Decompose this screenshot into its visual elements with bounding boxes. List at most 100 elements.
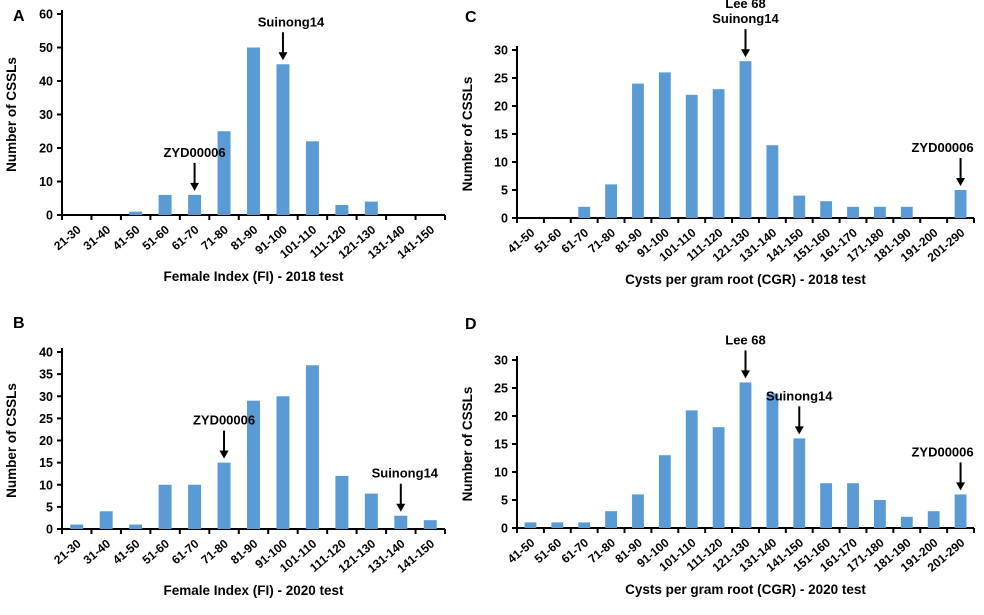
bar-101-110 bbox=[305, 141, 319, 215]
y-tick-label: 5 bbox=[46, 500, 53, 514]
x-axis-title: Female Index (FI) - 2018 test bbox=[163, 269, 344, 284]
bar-61-70 bbox=[578, 206, 591, 218]
x-tick-label: 71-80 bbox=[198, 222, 231, 253]
chart-c-cgr-2018: 05101520253041-5051-6061-7071-8081-9091-… bbox=[460, 0, 975, 287]
x-tick-label: 41-50 bbox=[110, 536, 143, 567]
y-tick-label: 0 bbox=[501, 212, 508, 226]
y-tick-label: 40 bbox=[39, 75, 53, 89]
y-axis-title: Number of CSSLs bbox=[4, 57, 19, 172]
bar-131-140 bbox=[766, 393, 779, 528]
x-tick-label: 31-40 bbox=[81, 222, 114, 253]
x-tick-label: 61-70 bbox=[559, 535, 592, 566]
x-tick-label: 51-60 bbox=[140, 222, 173, 253]
bar-91-100 bbox=[276, 396, 290, 529]
y-tick-label: 60 bbox=[39, 8, 53, 22]
bar-71-80 bbox=[605, 511, 618, 528]
panel-a: A 0 10 20 30 40 50 60 21-30 31-40 41-50 51-60 61-70… bbox=[0, 0, 460, 307]
x-tick-label: 31-40 bbox=[81, 536, 114, 567]
y-tick-label: 35 bbox=[39, 368, 53, 382]
y-tick-label: 15 bbox=[39, 456, 53, 470]
x-tick-label: 71-80 bbox=[198, 536, 231, 567]
x-tick-label: 21-30 bbox=[51, 536, 84, 567]
bar-201-290 bbox=[954, 190, 967, 218]
bar-71-80 bbox=[217, 462, 231, 529]
y-axis-title: Number of CSSLs bbox=[460, 77, 475, 192]
bar-41-50 bbox=[129, 524, 143, 529]
annotation-arrow-head bbox=[741, 49, 750, 58]
bar-21-30 bbox=[70, 524, 84, 529]
annotation-label: ZYD00006 bbox=[163, 145, 225, 160]
y-tick-label: 25 bbox=[494, 72, 508, 86]
annotation-label: Suinong14 bbox=[258, 14, 325, 29]
bar-111-120 bbox=[712, 427, 725, 528]
bar-121-130 bbox=[364, 201, 378, 215]
panel-b: B 0 5 10 15 20 25 30 35 40 21-30 31-40 41-50 51-60 61… bbox=[0, 307, 460, 615]
y-tick-label: 15 bbox=[494, 128, 508, 142]
annotation-label: ZYD00006 bbox=[911, 140, 973, 155]
chart-a-female-index-2018: 0 10 20 30 40 50 60 21-3031-4041-5051-6061-7071… bbox=[4, 8, 446, 284]
x-tick-label: 41-50 bbox=[110, 222, 143, 253]
panel-d: D 0 5 10 15 20 25 30 41-50 51-60 61-70 71-80 81-90 9… bbox=[460, 307, 984, 615]
y-axis-title: Number of CSSLs bbox=[460, 387, 475, 502]
chart-b-female-index-2020: 0 5 10 15 20 25 30 35 40 21-3031-4041-5051-6061-7… bbox=[4, 346, 446, 598]
chart-d-cgr-2020: 05101520253041-5051-6061-7071-8081-9091-… bbox=[460, 332, 975, 597]
bar-121-130 bbox=[739, 61, 752, 219]
x-axis-title: Cysts per gram root (CGR) - 2018 test bbox=[625, 272, 866, 287]
bar-161-170 bbox=[847, 206, 859, 218]
x-tick-label: 61-70 bbox=[559, 225, 592, 256]
y-tick-label: 25 bbox=[39, 412, 53, 426]
bar-91-100 bbox=[658, 455, 671, 528]
annotation-arrow-head bbox=[396, 503, 406, 512]
bar-61-70 bbox=[188, 194, 202, 215]
bar-71-80 bbox=[217, 131, 231, 215]
bar-171-180 bbox=[873, 206, 886, 218]
bar-111-120 bbox=[335, 204, 349, 215]
x-tick-label: 21-30 bbox=[51, 222, 84, 253]
bar-111-120 bbox=[712, 89, 725, 218]
bar-121-130 bbox=[364, 493, 378, 529]
y-tick-label: 0 bbox=[501, 522, 508, 536]
annotation-arrow-head bbox=[278, 52, 288, 61]
x-tick-label: 41-50 bbox=[505, 225, 538, 256]
y-tick-label: 10 bbox=[494, 466, 508, 480]
panel-c: C 0 5 10 15 20 25 30 41-50 51-60 61-70 71-80 81-90 9… bbox=[460, 0, 984, 307]
x-tick-label: 71-80 bbox=[585, 225, 618, 256]
x-tick-label: 61-70 bbox=[169, 222, 202, 253]
annotation-label: Lee 68 bbox=[725, 0, 765, 11]
bar-121-130 bbox=[739, 382, 752, 528]
x-tick-label: 51-60 bbox=[532, 225, 565, 256]
x-tick-label: 51-60 bbox=[140, 536, 173, 567]
y-tick-label: 5 bbox=[501, 184, 508, 198]
y-tick-label: 10 bbox=[39, 478, 53, 492]
bar-141-150 bbox=[793, 438, 806, 528]
y-tick-label: 25 bbox=[494, 382, 508, 396]
y-tick-label: 50 bbox=[39, 41, 53, 55]
annotation-arrow-head bbox=[741, 370, 750, 379]
y-tick-label: 20 bbox=[39, 434, 53, 448]
y-axis-title: Number of CSSLs bbox=[4, 383, 19, 498]
annotation-arrow-head bbox=[219, 450, 229, 459]
y-tick-label: 30 bbox=[494, 354, 508, 368]
bar-101-110 bbox=[685, 94, 698, 218]
y-tick-label: 30 bbox=[494, 44, 508, 58]
bar-61-70 bbox=[188, 484, 202, 529]
y-tick-label: 30 bbox=[39, 108, 53, 122]
x-tick-label: 51-60 bbox=[532, 535, 565, 566]
bar-201-290 bbox=[954, 494, 967, 528]
annotation-label: Suinong14 bbox=[766, 388, 833, 403]
bar-91-100 bbox=[658, 72, 671, 219]
bar-191-200 bbox=[927, 511, 940, 528]
panel-letter-b: B bbox=[13, 315, 25, 332]
y-tick-label: 20 bbox=[494, 100, 508, 114]
x-tick-label: 61-70 bbox=[169, 536, 202, 567]
annotation-arrow-head bbox=[956, 178, 966, 186]
y-tick-label: 0 bbox=[46, 523, 53, 537]
bar-71-80 bbox=[605, 184, 618, 218]
y-tick-label: 15 bbox=[494, 438, 508, 452]
bar-181-190 bbox=[900, 206, 913, 218]
bar-131-140 bbox=[394, 515, 408, 529]
annotation-arrow-head bbox=[794, 426, 804, 435]
bar-151-160 bbox=[820, 201, 833, 218]
annotation-arrow-head bbox=[956, 482, 966, 491]
